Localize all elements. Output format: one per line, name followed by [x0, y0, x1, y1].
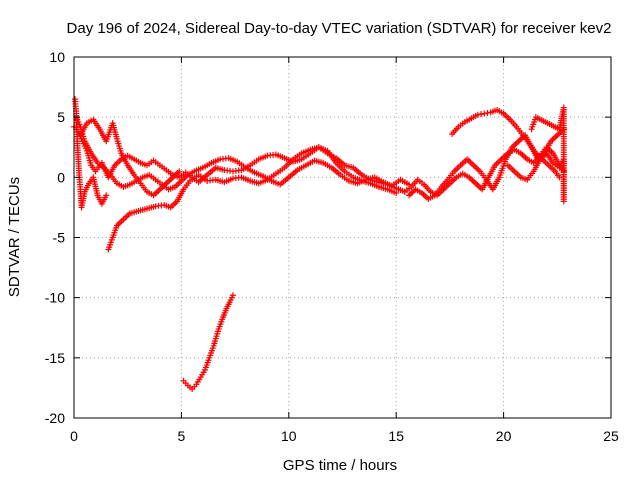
series-trace-g	[401, 144, 567, 199]
y-tick-label: -20	[45, 410, 65, 426]
series-trace-b	[73, 114, 413, 193]
y-axis-label: SDTVAR / TECUs	[6, 177, 23, 297]
marks-layer	[71, 96, 567, 393]
x-tick-label: 20	[496, 428, 512, 444]
data-point	[484, 109, 491, 116]
x-tick-label: 5	[178, 428, 186, 444]
y-tick-label: -15	[45, 350, 65, 366]
y-tick-label: -10	[45, 290, 65, 306]
data-point	[176, 168, 183, 175]
series-trace-f	[180, 292, 236, 393]
data-point	[528, 126, 535, 133]
data-point	[478, 111, 485, 118]
grid-layer	[74, 57, 611, 418]
series-trace-i	[449, 106, 563, 181]
series-trace-j	[504, 104, 567, 205]
y-tick-label: -5	[53, 230, 66, 246]
x-tick-label: 10	[281, 428, 297, 444]
series-trace-c	[105, 144, 408, 253]
data-point	[474, 111, 481, 118]
y-tick-label: 10	[49, 49, 65, 65]
x-tick-label: 15	[388, 428, 404, 444]
data-point	[229, 292, 236, 299]
data-point	[103, 192, 110, 199]
series-trace-d	[77, 116, 183, 199]
data-point	[481, 110, 488, 117]
y-tick-label: 0	[57, 169, 65, 185]
x-tick-label: 0	[70, 428, 78, 444]
series-trace-e	[72, 96, 110, 211]
chart-title: Day 196 of 2024, Sidereal Day-to-day VTE…	[67, 20, 612, 37]
y-tick-label: 5	[57, 109, 65, 125]
x-axis-label: GPS time / hours	[283, 457, 397, 474]
ticks-layer: 0 5 10 15 20 25 -20 -15 -10 -5 0 5 10	[45, 49, 619, 444]
x-tick-label: 25	[603, 428, 619, 444]
